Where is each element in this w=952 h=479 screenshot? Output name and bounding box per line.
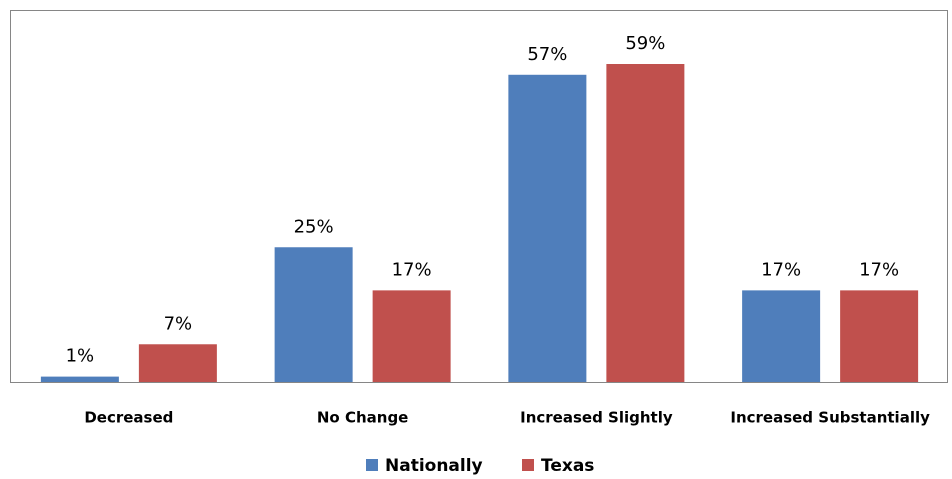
value-label: 17%	[392, 259, 432, 280]
legend-swatch	[366, 459, 378, 471]
value-label: 57%	[527, 44, 567, 65]
legend-label: Nationally	[385, 456, 483, 476]
value-label: 17%	[761, 259, 801, 280]
bar	[742, 290, 821, 382]
bar	[138, 344, 217, 382]
bar	[40, 376, 119, 382]
value-label: 59%	[625, 33, 665, 54]
legend-label: Texas	[541, 456, 594, 476]
bar	[372, 290, 451, 382]
bar	[840, 290, 919, 382]
bar	[274, 247, 353, 382]
x-tick-label: No Change	[317, 409, 408, 427]
bar	[606, 64, 685, 382]
x-tick-label: Increased Slightly	[520, 409, 673, 427]
value-label: 25%	[294, 216, 334, 237]
x-tick-label: Decreased	[84, 409, 173, 427]
plot-frame	[10, 10, 948, 383]
legend-swatch	[522, 459, 534, 471]
x-tick-label: Increased Substantially	[730, 409, 930, 427]
value-label: 17%	[859, 259, 899, 280]
bar	[508, 74, 587, 382]
value-label: 1%	[66, 346, 95, 367]
value-label: 7%	[164, 313, 193, 334]
